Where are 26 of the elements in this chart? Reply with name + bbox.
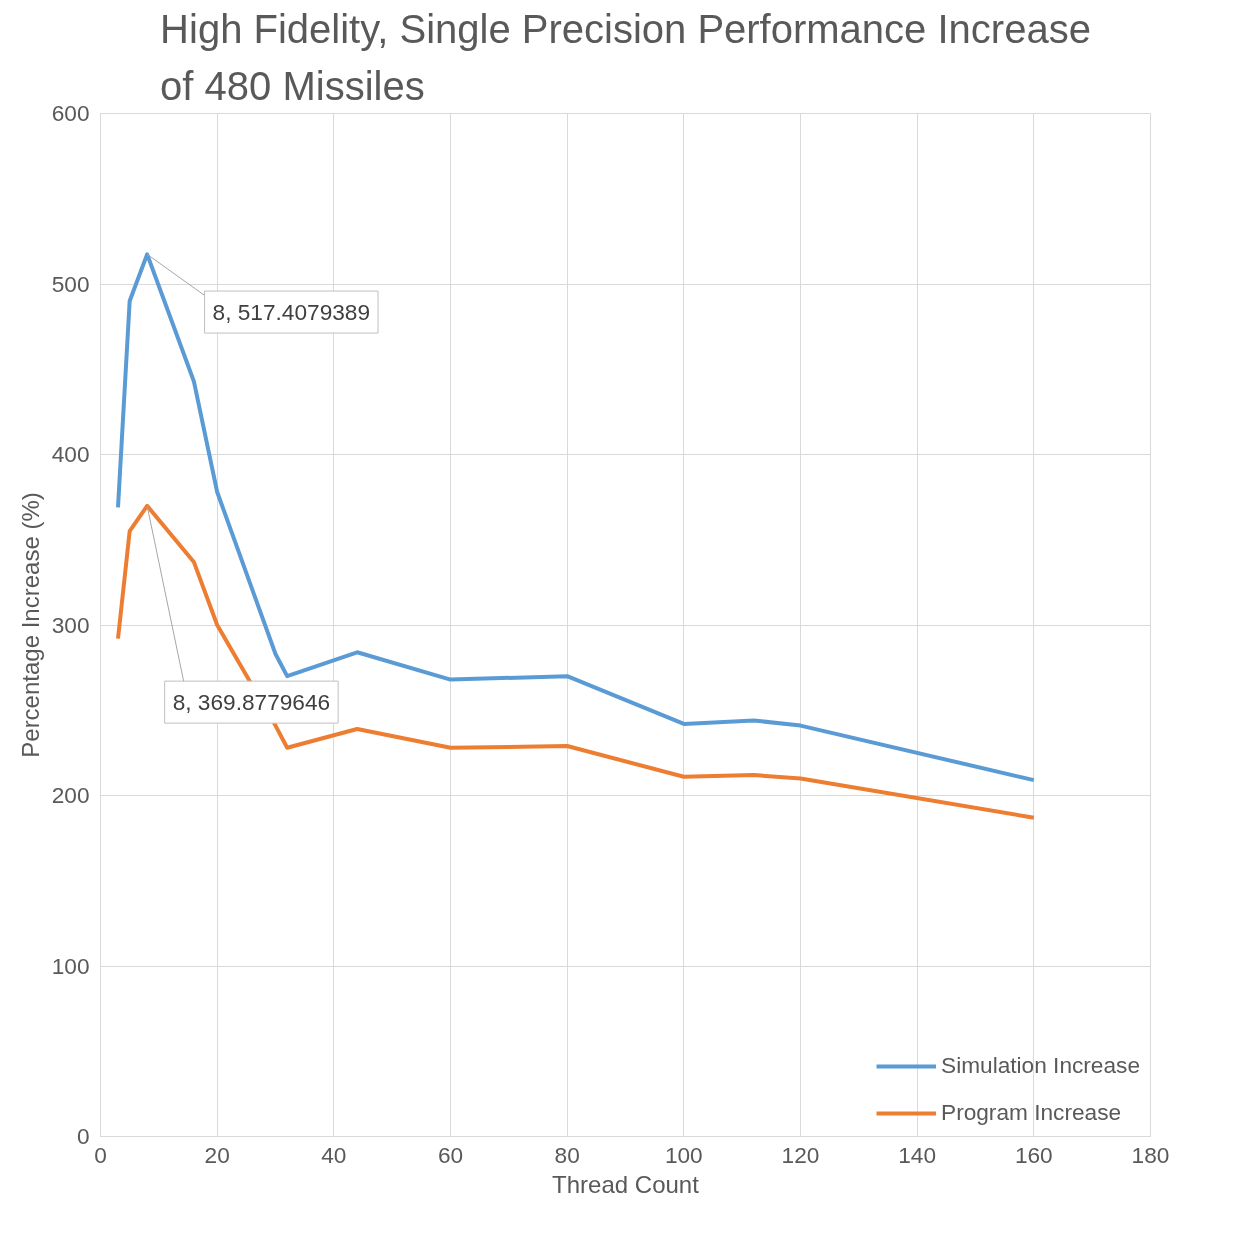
- y-axis-title: Percentage Increase (%): [16, 492, 44, 758]
- x-tick-label: 0: [94, 1141, 107, 1168]
- y-tick-label: 100: [51, 952, 90, 979]
- legend-label: Program Increase: [941, 1099, 1122, 1126]
- y-tick-label: 500: [51, 270, 90, 297]
- line-series: [116, 252, 1036, 783]
- x-tick-label: 40: [321, 1141, 347, 1168]
- legend-label: Simulation Increase: [941, 1052, 1140, 1079]
- x-tick-label: 80: [554, 1141, 580, 1168]
- x-tick-label: 180: [1131, 1141, 1170, 1168]
- chart-title: High Fidelity, Single Precision Performance Increase of 480 Missiles: [160, 7, 1091, 109]
- y-tick-label: 600: [51, 100, 90, 126]
- x-tick-label: 20: [204, 1141, 230, 1168]
- annotation: 8, 369.8779646: [172, 689, 331, 716]
- annotation: 8, 517.4079389: [212, 299, 371, 326]
- y-tick-label: 400: [51, 441, 90, 467]
- x-tick-label: 100: [664, 1141, 703, 1168]
- y-tick-label: 300: [51, 611, 90, 638]
- line-series: [116, 503, 1036, 820]
- x-tick-label: 120: [781, 1141, 820, 1168]
- y-tick-label: 200: [51, 782, 90, 808]
- x-axis-title: Thread Count: [552, 1170, 700, 1198]
- x-tick-label: 140: [898, 1141, 937, 1168]
- y-tick-label: 0: [76, 1123, 90, 1149]
- x-tick-label: 60: [437, 1141, 464, 1168]
- x-tick-label: 160: [1014, 1141, 1053, 1168]
